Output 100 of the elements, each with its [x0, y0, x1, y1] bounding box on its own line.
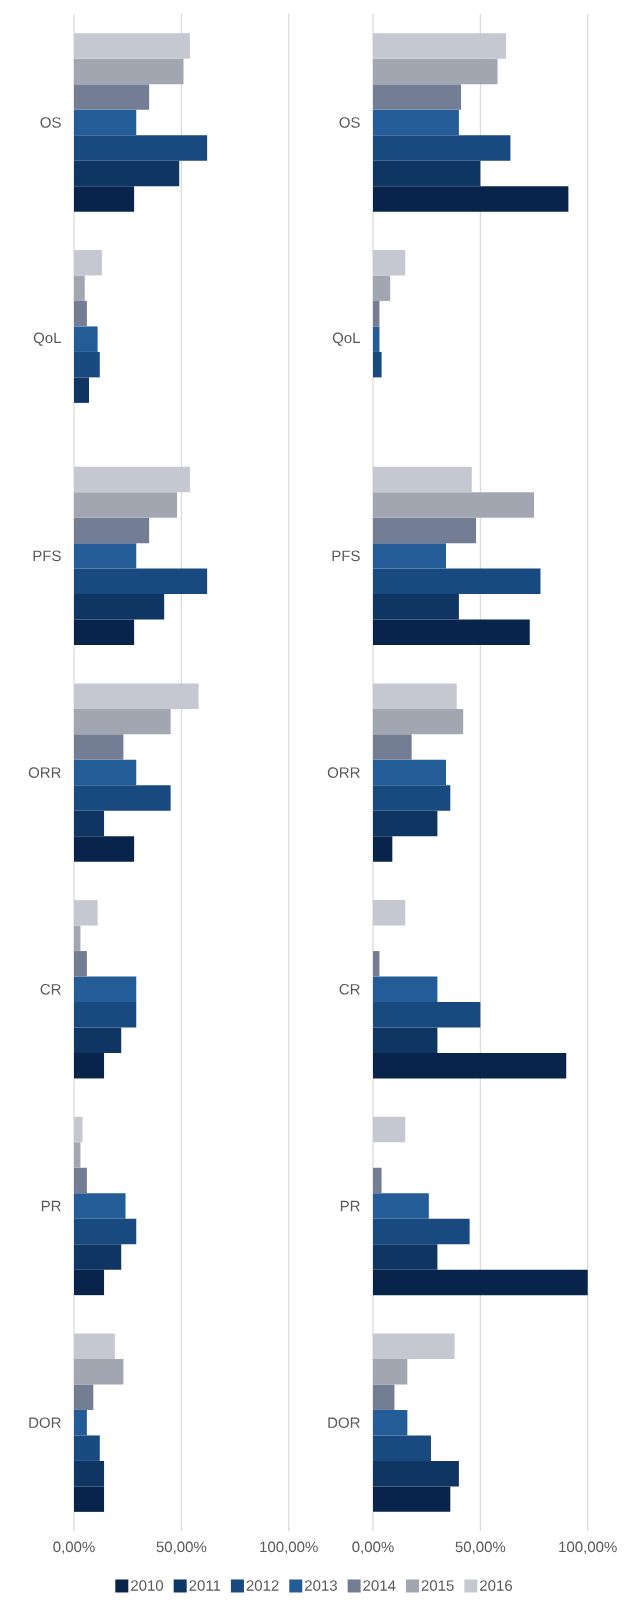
- bar: [74, 683, 199, 709]
- bar: [74, 1384, 94, 1410]
- bar: [373, 1218, 470, 1245]
- bar: [373, 594, 459, 620]
- bar: [74, 543, 137, 569]
- bar: [373, 1384, 395, 1410]
- legend-label: 2014: [363, 1580, 396, 1591]
- bar: [373, 1269, 588, 1296]
- bar: [74, 1167, 87, 1194]
- bar: [373, 160, 481, 187]
- bar: [74, 466, 190, 493]
- bar: [373, 810, 438, 837]
- legend-label: 2010: [131, 1580, 164, 1591]
- bar: [74, 1142, 81, 1168]
- bar: [74, 84, 150, 110]
- bar: [373, 1460, 459, 1487]
- bar: [74, 250, 102, 276]
- bar: [74, 517, 150, 544]
- bar: [373, 517, 477, 544]
- bar: [373, 326, 380, 352]
- y-tick-label: OS: [339, 117, 360, 128]
- y-tick-label: PFS: [332, 550, 360, 562]
- bar: [74, 1486, 105, 1512]
- y-tick-label: DOR: [328, 1417, 360, 1428]
- bar: [74, 619, 135, 646]
- bar: [373, 466, 472, 493]
- bar: [74, 186, 135, 212]
- y-tick-label: QoL: [33, 332, 61, 346]
- y-tick-label: OS: [40, 117, 61, 128]
- bar: [74, 1027, 122, 1053]
- bar: [373, 58, 498, 85]
- bar: [74, 925, 81, 952]
- bar: [74, 275, 85, 301]
- bar: [74, 1002, 137, 1028]
- y-tick-label: PFS: [33, 550, 61, 562]
- bar: [373, 951, 380, 977]
- bar: [74, 594, 165, 620]
- bar: [373, 1409, 408, 1436]
- bar: [373, 683, 457, 709]
- bar: [74, 58, 184, 85]
- bar: [74, 1052, 105, 1079]
- bar: [74, 109, 137, 136]
- bar: [74, 1333, 115, 1359]
- bar: [373, 1002, 481, 1028]
- bar: [373, 1027, 438, 1053]
- y-tick-label: QoL: [332, 332, 360, 346]
- bar: [373, 1358, 408, 1385]
- bar: [74, 900, 98, 926]
- bar: [74, 810, 105, 837]
- bar: [373, 708, 464, 735]
- legend-label: 2011: [189, 1580, 221, 1591]
- legend-label: 2016: [480, 1580, 513, 1591]
- bar: [74, 1116, 83, 1143]
- bar: [74, 1244, 122, 1270]
- bar: [74, 326, 98, 352]
- bar: [74, 1435, 100, 1461]
- bar: [373, 300, 380, 327]
- bar: [373, 836, 393, 862]
- bar: [373, 1193, 429, 1219]
- x-tick-label: 50,00%: [455, 1541, 506, 1554]
- bar: [373, 109, 459, 136]
- bar: [74, 1460, 105, 1487]
- bar: [373, 275, 391, 301]
- x-tick-label: 0,00%: [53, 1541, 95, 1554]
- y-tick-label: DOR: [29, 1417, 61, 1428]
- bar: [74, 33, 190, 59]
- bar: [373, 135, 511, 161]
- bar: [373, 619, 530, 646]
- bar: [74, 1358, 124, 1385]
- x-tick-label: 50,00%: [156, 1541, 207, 1554]
- bar: [373, 1435, 431, 1461]
- bar: [373, 84, 462, 110]
- bar: [74, 351, 100, 378]
- bar: [74, 160, 180, 187]
- y-tick-label: ORR: [28, 767, 61, 778]
- bar: [74, 1218, 137, 1245]
- bar: [373, 351, 382, 378]
- bar: [74, 1269, 105, 1296]
- bar: [74, 377, 90, 403]
- x-tick-label: 100,00%: [559, 1541, 617, 1554]
- bar: [373, 250, 406, 276]
- bar: [373, 1052, 567, 1079]
- x-tick-label: 100,00%: [260, 1541, 318, 1554]
- bar: [373, 900, 406, 926]
- bar: [74, 135, 208, 161]
- legend-label: 2015: [421, 1580, 454, 1591]
- bar: [74, 492, 178, 518]
- bar: [373, 1116, 406, 1143]
- bar: [373, 785, 451, 811]
- bar: [74, 836, 135, 862]
- bar: [74, 759, 137, 786]
- bar: [74, 1193, 126, 1219]
- y-tick-label: PR: [41, 1200, 61, 1212]
- x-tick-label: 0,00%: [352, 1541, 394, 1554]
- bar: [74, 300, 87, 327]
- bar: [373, 1333, 455, 1359]
- bar: [74, 785, 171, 811]
- bar: [74, 734, 124, 760]
- bar: [373, 1244, 438, 1270]
- bar: [373, 1167, 382, 1194]
